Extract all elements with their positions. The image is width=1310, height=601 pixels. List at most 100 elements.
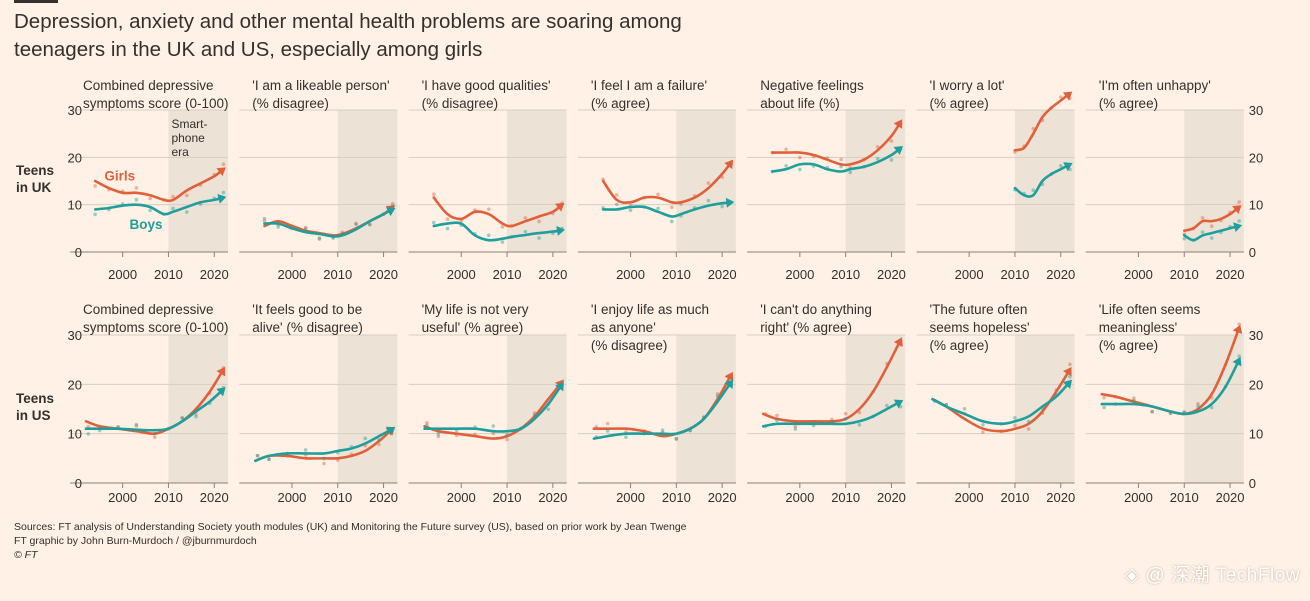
footer: Sources: FT analysis of Understanding So… <box>14 520 687 562</box>
panel-title: 'The future often <box>930 302 1028 317</box>
boys-data-point <box>624 435 628 439</box>
x-tick-label: 2000 <box>447 267 476 282</box>
boys-data-point <box>660 428 665 433</box>
boys-data-point <box>848 170 853 175</box>
girls-data-point <box>1150 409 1154 414</box>
girls-data-point <box>255 453 260 458</box>
panel-1: 0 10 20 30 2000 2010 2020 Combined depressive sy… <box>68 78 229 282</box>
girls-data-point <box>715 392 720 396</box>
boys-data-point <box>523 229 528 234</box>
girls-data-point <box>1237 200 1242 204</box>
boys-data-point <box>605 429 610 433</box>
boys-data-point <box>843 416 848 421</box>
x-tick-label: 2020 <box>369 267 398 282</box>
boys-arrowhead <box>1232 356 1242 367</box>
panel-title: 'I feel I am a failure' <box>591 78 707 93</box>
boys-data-point <box>1132 398 1136 403</box>
girls-data-point <box>1200 216 1205 220</box>
boys-data-point <box>1209 405 1214 410</box>
boys-data-point <box>390 204 395 208</box>
boys-arrowhead <box>893 146 903 155</box>
chart-title: Depression, anxiety and other mental hea… <box>14 10 682 61</box>
boys-series-label: Boys <box>130 217 163 232</box>
x-tick-label: 2010 <box>1000 267 1029 282</box>
boys-data-point <box>431 220 436 225</box>
panel-title: symptoms score (0-100) <box>83 320 229 335</box>
girls-data-point <box>445 217 450 221</box>
panel-4: 2000 2010 2020 'I feel I am a failure' (% ag… <box>577 78 737 282</box>
boys-arrowhead <box>556 226 565 236</box>
boys-data-point <box>857 422 862 427</box>
x-tick-label: 2000 <box>616 490 645 505</box>
girls-arrowhead <box>555 202 565 212</box>
girls-data-point <box>317 236 322 240</box>
boys-trend-line <box>592 380 733 440</box>
panel-title: Negative feelings <box>760 78 864 93</box>
boys-data-point <box>1200 230 1205 234</box>
girls-data-point <box>1058 95 1063 100</box>
panel-title: symptoms score (0-100) <box>83 96 229 111</box>
panel-8: 0 10 20 30 2000 2010 2020 Combined depressive sy… <box>68 302 229 505</box>
girls-trend-line <box>771 120 902 167</box>
panel-title: 'I am a likeable person' <box>252 78 389 93</box>
boys-data-point <box>1209 236 1214 240</box>
boys-data-point <box>134 197 139 202</box>
smartphone-era-shade <box>845 335 906 483</box>
x-tick-label: 2010 <box>1170 490 1199 505</box>
panel-title: 'I worry a lot' <box>930 78 1005 93</box>
girls-data-point <box>605 421 610 426</box>
x-tick-label: 2020 <box>200 267 229 282</box>
panel-title: (% agree) <box>1099 96 1158 111</box>
y-tick-label-right: 10 <box>1249 427 1263 442</box>
girls-data-point <box>1209 224 1214 229</box>
panel-12: 2000 2010 2020 'I can't do anything right' (… <box>747 302 906 505</box>
panel-7: 0 10 20 30 2000 2010 2020 'I'm often unhappy' (%… <box>1085 78 1263 282</box>
boys-data-point <box>784 164 788 168</box>
boys-arrowhead <box>1063 162 1073 172</box>
boys-data-point <box>793 427 798 431</box>
smartphone-era-shade <box>1184 110 1244 252</box>
x-tick-label: 2010 <box>323 267 352 282</box>
x-tick-label: 2010 <box>154 490 183 505</box>
boys-data-point <box>1237 354 1242 359</box>
boys-data-point <box>1196 404 1200 409</box>
boys-data-point <box>486 233 491 237</box>
girls-data-point <box>1026 427 1031 431</box>
boys-data-point <box>656 206 660 211</box>
girls-data-point <box>1237 322 1242 326</box>
x-tick-label: 2010 <box>493 267 522 282</box>
girls-data-point <box>537 219 541 224</box>
panel-title: (% agree) <box>930 96 989 111</box>
boys-data-point <box>377 437 381 442</box>
boys-data-point <box>184 210 189 214</box>
girls-data-point <box>377 442 381 447</box>
girls-data-point <box>134 186 139 190</box>
row-label-uk-sub: in UK <box>16 180 51 195</box>
boys-data-point <box>267 457 271 462</box>
panel-title: Combined depressive <box>83 78 214 93</box>
copyright-note: © FT <box>14 549 38 561</box>
girls-data-point <box>784 147 788 152</box>
smartphone-era-shade <box>676 335 736 483</box>
boys-data-point <box>303 227 308 231</box>
boys-data-point <box>628 208 633 213</box>
boys-trend-line <box>771 146 902 173</box>
sources-note: Sources: FT analysis of Understanding So… <box>14 521 687 533</box>
boys-trend-line <box>84 388 225 432</box>
x-tick-label: 2020 <box>708 267 737 282</box>
boys-trend-line <box>1100 358 1241 416</box>
boys-data-point <box>500 240 505 244</box>
boys-data-point <box>546 407 551 412</box>
girls-trend-line <box>93 167 225 203</box>
panel-title: 'I have good qualities' <box>422 78 551 93</box>
panel-title: meaningless' <box>1099 320 1177 335</box>
boys-data-point <box>706 198 711 203</box>
girls-data-point <box>354 221 358 226</box>
boys-data-point <box>875 156 880 161</box>
panel-title: alive' (% disagree) <box>252 320 363 335</box>
boys-arrowhead <box>725 197 735 208</box>
boys-data-point <box>303 448 308 452</box>
boys-trend-line <box>1013 163 1072 198</box>
boys-trend-line <box>263 208 394 238</box>
boys-data-point <box>276 225 281 229</box>
